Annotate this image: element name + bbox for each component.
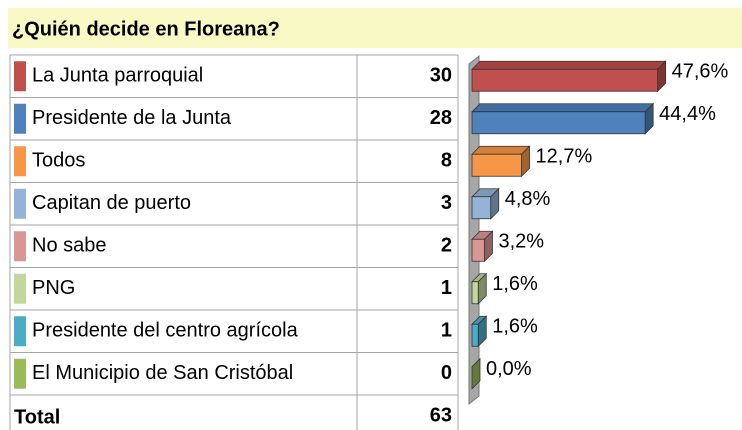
count: 0: [441, 362, 452, 384]
legend-swatch: [14, 146, 26, 177]
bar: [471, 238, 485, 262]
bar-top: [471, 60, 667, 70]
category-label: Presidente de la Junta: [32, 107, 232, 129]
category-label: No sabe: [32, 235, 107, 257]
bar: [471, 68, 659, 92]
category-label: Capitan de puerto: [32, 192, 191, 214]
legend-swatch: [14, 316, 26, 347]
legend-swatch: [14, 273, 26, 304]
value-label: 1,6%: [492, 316, 538, 338]
chart-title: ¿Quién decide en Floreana?: [12, 18, 280, 40]
legend-swatch: [14, 358, 26, 389]
count: 28: [430, 107, 452, 129]
bar: [471, 281, 479, 305]
total-label: Total: [14, 407, 60, 429]
category-label: Presidente del centro agrícola: [32, 320, 299, 342]
count: 1: [441, 320, 452, 342]
bar-top: [471, 145, 531, 155]
category-label: PNG: [32, 277, 75, 299]
chart-wall: [468, 54, 480, 406]
bar: [471, 323, 479, 347]
value-label: 0,0%: [486, 358, 532, 380]
title-band: [8, 8, 742, 48]
value-label: 3,2%: [498, 231, 544, 253]
count: 3: [441, 192, 452, 214]
value-label: 47,6%: [672, 61, 729, 83]
count: 2: [441, 235, 452, 257]
count: 8: [441, 150, 452, 172]
bar: [471, 153, 522, 177]
legend-swatch: [14, 61, 26, 92]
bar-top: [471, 103, 655, 113]
legend-swatch: [14, 231, 26, 262]
category-label: Todos: [32, 150, 85, 172]
bar: [471, 111, 646, 135]
category-label: La Junta parroquial: [32, 65, 203, 87]
value-label: 12,7%: [536, 146, 593, 168]
value-label: 1,6%: [492, 273, 538, 295]
bar-side: [471, 357, 481, 390]
value-label: 44,4%: [659, 103, 716, 125]
bar: [471, 196, 492, 220]
legend-swatch: [14, 188, 26, 219]
category-label: El Municipio de San Cristóbal: [32, 362, 293, 384]
count: 30: [430, 65, 452, 87]
count: 1: [441, 277, 452, 299]
total-count: 63: [430, 405, 452, 427]
value-label: 4,8%: [505, 188, 551, 210]
legend-swatch: [14, 103, 26, 134]
